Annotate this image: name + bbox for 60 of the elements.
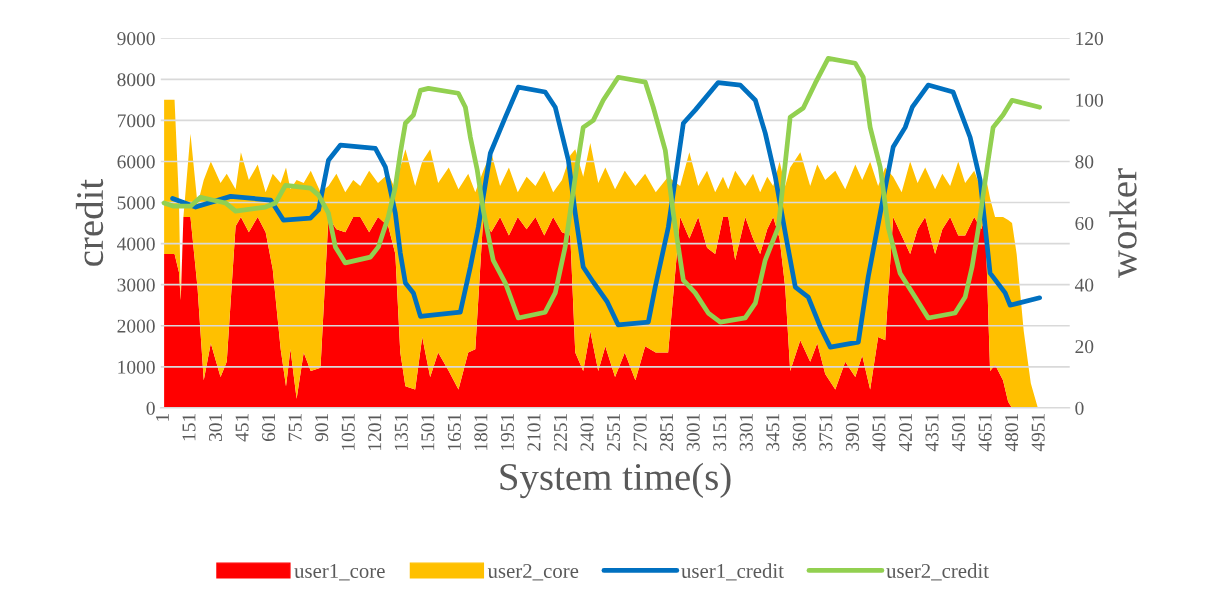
x-tick-label: 4951 xyxy=(1031,413,1045,452)
y-tick-label: 2000 xyxy=(117,319,155,333)
x-tick-label: 1801 xyxy=(474,413,488,450)
x-tick-label: 4801 xyxy=(1005,413,1019,452)
x-tick-label: 2251 xyxy=(553,413,568,451)
y-tick-label: 7000 xyxy=(117,114,155,128)
x-tick-label: 2551 xyxy=(607,413,621,451)
legend-label: user2_credit xyxy=(886,563,989,581)
x-tick-label: 3451 xyxy=(766,413,780,451)
y2-tick-label: 0 xyxy=(1075,401,1084,415)
y2-tick-label: 60 xyxy=(1075,216,1094,231)
x-tick-label: 451 xyxy=(235,413,249,442)
y-tick-label: 4000 xyxy=(117,237,155,251)
x-tick-label: 1201 xyxy=(368,413,382,450)
x-tick-label: 1501 xyxy=(421,413,435,450)
x-tick-label: 4051 xyxy=(872,413,886,452)
y2-tick-label: 40 xyxy=(1074,278,1094,292)
x-tick-label: 4201 xyxy=(898,413,913,452)
x-tick-label: 3901 xyxy=(845,413,859,451)
y2-tick-label: 120 xyxy=(1076,32,1104,46)
x-tick-label: 3751 xyxy=(819,413,833,451)
x-tick-label: 2851 xyxy=(660,413,674,451)
x-tick-label: 3001 xyxy=(686,413,700,451)
x-tick-label: 301 xyxy=(208,413,223,441)
legend-label: user1_core xyxy=(294,563,385,581)
y-tick-label: 5000 xyxy=(117,196,155,210)
x-tick-label: 2701 xyxy=(633,413,647,451)
x-tick-label: 4501 xyxy=(951,413,966,452)
legend-label: user1_credit xyxy=(681,563,784,581)
x-tick-label: 3601 xyxy=(792,413,806,451)
y2-tick-label: 80 xyxy=(1075,155,1094,169)
x-tick-label: 751 xyxy=(288,413,302,441)
legend-label: user2_core xyxy=(487,563,579,581)
x-tick-label: 1351 xyxy=(394,413,408,450)
x-tick-label: 601 xyxy=(262,413,276,442)
x-tick-label: 3151 xyxy=(713,413,727,451)
y-tick-label: 9000 xyxy=(117,32,155,46)
y-tick-label: 3000 xyxy=(117,278,155,292)
x-axis-title: System time(s) xyxy=(500,462,731,499)
x-tick-label: 1651 xyxy=(447,413,461,450)
y-tick-label: 6000 xyxy=(117,155,155,169)
line-series xyxy=(161,56,1043,325)
x-tick-label: 3301 xyxy=(739,413,753,451)
y2-axis-title: worker xyxy=(1109,168,1137,279)
y2-tick-label: 20 xyxy=(1075,340,1094,354)
line-series xyxy=(170,80,1043,350)
x-tick-label: 151 xyxy=(182,413,196,441)
x-tick-label: 2401 xyxy=(580,413,594,451)
x-tick-label: 4351 xyxy=(925,413,939,452)
y-axis-title: credit xyxy=(75,179,104,266)
x-tick-label: 1051 xyxy=(341,413,355,450)
x-tick-label: 2101 xyxy=(527,413,541,451)
y-tick-label: 1000 xyxy=(118,360,155,374)
y2-tick-label: 100 xyxy=(1076,93,1104,107)
x-tick-label: 901 xyxy=(315,413,329,442)
x-tick-label: 1951 xyxy=(500,413,514,450)
x-tick-label: 4651 xyxy=(978,413,992,452)
y-tick-label: 0 xyxy=(146,401,155,415)
y-tick-label: 8000 xyxy=(117,73,155,87)
x-tick-label: 1 xyxy=(155,413,169,421)
